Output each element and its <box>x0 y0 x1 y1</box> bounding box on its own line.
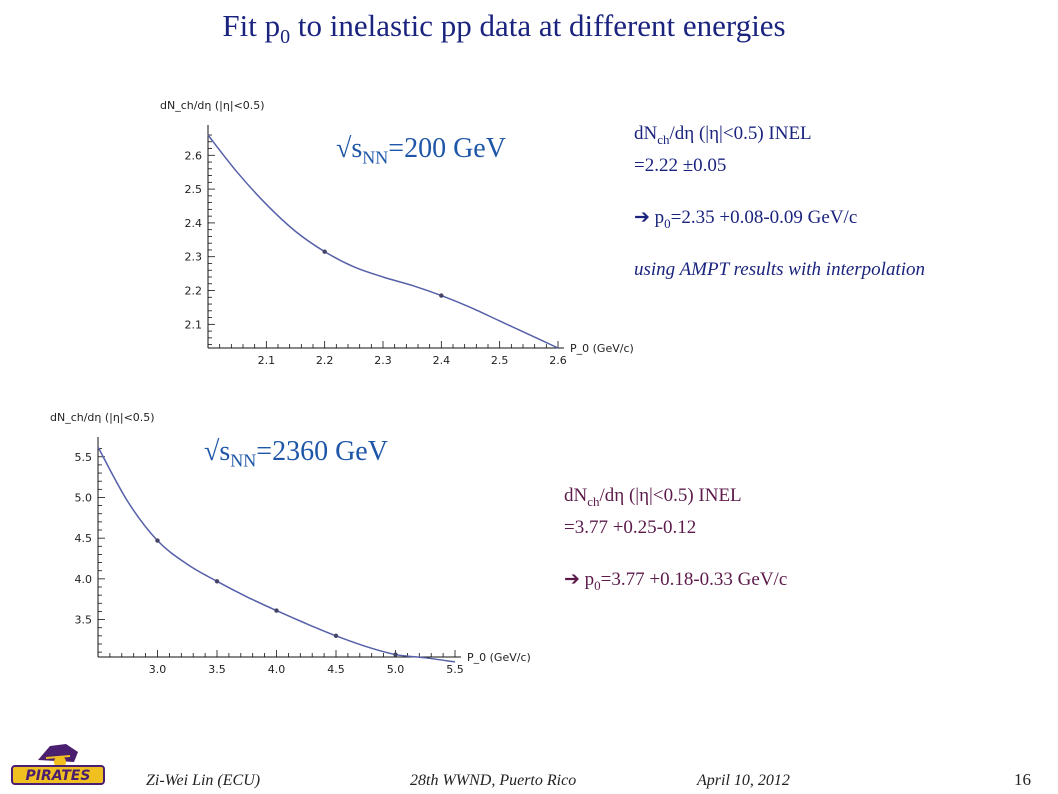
x-tick-label: 2.5 <box>491 354 509 367</box>
plot-2360gev: dN_ch/dη (|η|<0.5) 3.5 4.0 4.5 5.0 5.5 3.0 3.5 4… <box>50 411 531 676</box>
y-tick-label: 4.5 <box>75 532 93 545</box>
y-tick-label: 2.2 <box>185 285 203 298</box>
page-number: 16 <box>1014 770 1031 789</box>
y-tick-label: 2.6 <box>185 149 203 162</box>
x-tick-label: 2.1 <box>258 354 276 367</box>
footer-date: April 10, 2012 <box>697 772 790 789</box>
data-point <box>214 579 220 584</box>
y-tick-label: 2.4 <box>185 217 203 230</box>
y-axis-label: dN_ch/dη (|η|<0.5) <box>50 411 155 424</box>
slide-title: Fit p0 to inelastic pp data at different… <box>222 8 786 49</box>
info-p0-result: ➔ p0=3.77 +0.18-0.33 GeV/c <box>564 569 788 593</box>
data-point <box>439 293 444 298</box>
data-point <box>155 538 160 543</box>
arrow-icon: ➔ <box>564 569 580 590</box>
x-tick-label: 4.5 <box>327 663 345 676</box>
x-tick-label: 2.3 <box>374 354 392 367</box>
arrow-icon: ➔ <box>634 207 650 228</box>
x-axis-label: P_0 (GeV/c) <box>570 342 634 355</box>
energy-label-200gev: √sNN=200 GeV <box>336 133 506 168</box>
x-tick-label: 4.0 <box>268 663 286 676</box>
y-tick-label: 4.0 <box>75 573 93 586</box>
x-tick-label: 2.2 <box>316 354 334 367</box>
x-tick-label: 5.5 <box>446 663 464 676</box>
y-tick-label: 5.5 <box>75 451 93 464</box>
footer-author: Zi-Wei Lin (ECU) <box>146 772 261 789</box>
info-dndeta-label: dNch/dη (|η|<0.5) INEL <box>634 123 812 147</box>
x-tick-label: 3.0 <box>149 663 167 676</box>
x-tick-label: 2.6 <box>549 354 567 367</box>
y-axis-label: dN_ch/dη (|η|<0.5) <box>160 99 265 112</box>
info-dndeta-value: =3.77 +0.25-0.12 <box>564 517 697 538</box>
y-tick-label: 2.3 <box>185 251 203 264</box>
energy-label-2360gev: √sNN=2360 GeV <box>204 436 388 471</box>
y-tick-label: 3.5 <box>75 614 93 627</box>
plot-200gev: dN_ch/dη (|η|<0.5) 2.1 2.2 2.3 2.4 2.5 2.6 2.1 2… <box>160 99 634 367</box>
ecu-pirates-logo: PIRATES <box>11 744 105 785</box>
data-point <box>333 633 339 639</box>
x-tick-label: 3.5 <box>208 663 226 676</box>
info-dndeta-label: dNch/dη (|η|<0.5) INEL <box>564 485 742 509</box>
y-tick-label: 2.1 <box>185 318 203 331</box>
info-p0-result: ➔ p0=2.35 +0.08-0.09 GeV/c <box>634 207 858 231</box>
info-method-note: using AMPT results with interpolation <box>634 259 926 280</box>
fit-curve <box>97 446 456 663</box>
info-200gev: dNch/dη (|η|<0.5) INEL =2.22 ±0.05 ➔ p0=… <box>634 118 925 286</box>
x-tick-label: 5.0 <box>387 663 405 676</box>
data-point <box>393 652 398 657</box>
svg-text:PIRATES: PIRATES <box>26 768 91 784</box>
info-dndeta-value: =2.22 ±0.05 <box>634 155 727 176</box>
info-2360gev: dNch/dη (|η|<0.5) INEL =3.77 +0.25-0.12 … <box>564 480 787 596</box>
y-tick-label: 5.0 <box>75 491 93 504</box>
x-axis-label: P_0 (GeV/c) <box>467 651 531 664</box>
fit-curve <box>207 134 559 349</box>
y-tick-label: 2.5 <box>185 183 203 196</box>
data-point <box>274 608 279 613</box>
footer-conference: 28th WWND, Puerto Rico <box>410 772 577 789</box>
data-point <box>322 249 327 254</box>
x-tick-label: 2.4 <box>433 354 451 367</box>
